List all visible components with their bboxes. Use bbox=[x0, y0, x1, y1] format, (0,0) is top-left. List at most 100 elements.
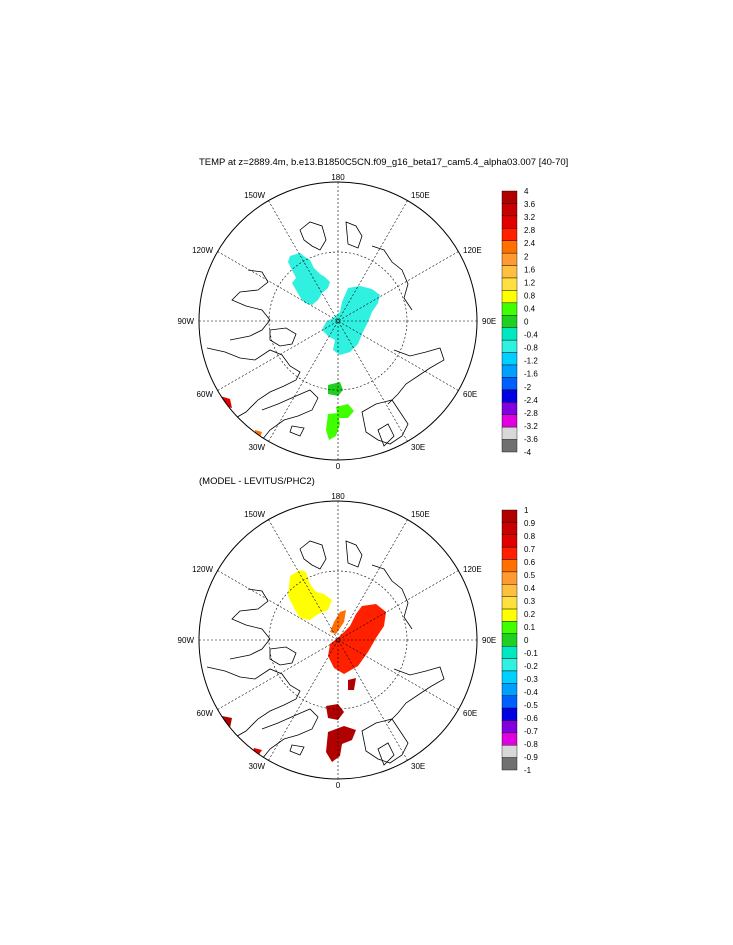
colorbar-label: 1.2 bbox=[524, 278, 536, 287]
label-30w-top: 30W bbox=[249, 443, 266, 452]
colorbar-swatch bbox=[501, 745, 518, 758]
colorbar-label: 0.4 bbox=[524, 584, 536, 593]
colorbar-swatch bbox=[501, 571, 518, 585]
colorbar-label: -2.4 bbox=[524, 396, 538, 405]
colorbar-label: 2 bbox=[524, 252, 529, 261]
label-30e-top: 30E bbox=[411, 443, 425, 452]
colorbar-label: 4 bbox=[524, 187, 529, 196]
colorbar-label: -0.4 bbox=[524, 688, 538, 697]
colorbar-label: 3.2 bbox=[524, 213, 536, 222]
label-120w-bottom: 120W bbox=[192, 565, 213, 574]
colorbar-label: 0.8 bbox=[524, 291, 536, 300]
colorbar-swatch bbox=[501, 252, 518, 266]
field-nordic-bottom bbox=[326, 726, 356, 762]
label-90w-top: 90W bbox=[178, 317, 195, 326]
colorbar-swatch bbox=[501, 645, 518, 659]
colorbar-label: 0 bbox=[524, 636, 529, 645]
figure-subtitle: (MODEL - LEVITUS/PHC2) bbox=[199, 476, 315, 487]
map-panel-top: 180 0 90W 90E 150W 120W 150E 120E 60W 30… bbox=[178, 173, 497, 471]
colorbar-label: -0.4 bbox=[524, 331, 538, 340]
colorbar-swatch bbox=[501, 732, 518, 746]
colorbar-label: -2 bbox=[524, 383, 532, 392]
colorbar-swatch bbox=[501, 426, 518, 440]
colorbar-label: 0.2 bbox=[524, 610, 536, 619]
colorbar-label: 0.7 bbox=[524, 545, 536, 554]
colorbar-label: -0.9 bbox=[524, 753, 538, 762]
colorbar-swatch bbox=[501, 658, 518, 672]
colorbar-swatch bbox=[501, 522, 518, 535]
label-120w-top: 120W bbox=[192, 246, 213, 255]
colorbar-label: -0.3 bbox=[524, 675, 538, 684]
colorbar-swatch bbox=[501, 608, 518, 622]
colorbar-label: 0.1 bbox=[524, 623, 536, 632]
field-nordic-2 bbox=[326, 413, 340, 440]
colorbar-swatch bbox=[501, 377, 518, 391]
label-60w-bottom: 60W bbox=[197, 709, 214, 718]
colorbar-label: -0.7 bbox=[524, 727, 538, 736]
colorbar-swatch bbox=[501, 670, 518, 684]
label-60e-top: 60E bbox=[463, 390, 477, 399]
label-150w-bottom: 150W bbox=[244, 510, 265, 519]
colorbar-label: 0 bbox=[524, 318, 529, 327]
colorbar-swatch bbox=[501, 215, 518, 229]
colorbar-label: -0.8 bbox=[524, 344, 538, 353]
colorbar-swatch bbox=[501, 414, 518, 428]
field-siberia-bottom bbox=[348, 678, 356, 690]
colorbar-label: -0.8 bbox=[524, 740, 538, 749]
colorbar-label: -1 bbox=[524, 766, 532, 775]
colorbar-swatch bbox=[501, 757, 518, 771]
colorbar-swatch bbox=[501, 327, 518, 341]
colorbar-label: 0.3 bbox=[524, 597, 536, 606]
label-150e-bottom: 150E bbox=[411, 510, 430, 519]
field-fram-bottom bbox=[326, 704, 344, 720]
label-180-top: 180 bbox=[331, 173, 345, 182]
graticule-bottom bbox=[199, 501, 477, 779]
label-60w-top: 60W bbox=[197, 390, 214, 399]
label-60e-bottom: 60E bbox=[463, 709, 477, 718]
colorbar-label: 0.6 bbox=[524, 558, 536, 567]
colorbar-label: -0.1 bbox=[524, 649, 538, 658]
colorbar-label: 1.6 bbox=[524, 265, 536, 274]
label-90w-bottom: 90W bbox=[178, 636, 195, 645]
colorbar-swatch bbox=[501, 683, 518, 696]
colorbar-label: 3.6 bbox=[524, 200, 536, 209]
label-0-top: 0 bbox=[336, 462, 341, 471]
colorbar-swatch bbox=[501, 389, 518, 403]
colorbar-label: -4 bbox=[524, 448, 532, 457]
colorbar-swatch bbox=[501, 695, 518, 709]
colorbar-swatch bbox=[501, 277, 518, 291]
field-canada-basin-bottom bbox=[288, 570, 332, 620]
label-30w-bottom: 30W bbox=[249, 762, 266, 771]
colorbar-label: 1 bbox=[524, 506, 529, 515]
label-150w-top: 150W bbox=[244, 191, 265, 200]
colorbar-swatch bbox=[501, 633, 518, 647]
colorbar-label: -3.2 bbox=[524, 422, 538, 431]
colorbar-label: 2.8 bbox=[524, 226, 536, 235]
label-120e-top: 120E bbox=[463, 246, 482, 255]
field-fram bbox=[328, 382, 343, 396]
label-30e-bottom: 30E bbox=[411, 762, 425, 771]
map-panel-bottom: 180 0 90W 90E 150W 120W 150E 120E 60W 30… bbox=[178, 492, 497, 790]
colorbar-swatch bbox=[501, 509, 518, 523]
colorbar-label: 0.5 bbox=[524, 571, 536, 580]
label-90e-top: 90E bbox=[482, 317, 496, 326]
colorbar-label: 0.8 bbox=[524, 532, 536, 541]
coastlines-top bbox=[206, 221, 445, 447]
colorbar-swatch bbox=[501, 707, 518, 721]
colorbar-swatch bbox=[501, 546, 518, 560]
colorbar-swatch bbox=[501, 352, 518, 366]
field-nordic-1 bbox=[336, 404, 354, 418]
graticule-top bbox=[199, 182, 477, 460]
colorbar-swatch bbox=[501, 290, 518, 304]
colorbar-swatch bbox=[501, 339, 518, 353]
colorbar-label: 2.4 bbox=[524, 239, 536, 248]
colorbar-label: -3.6 bbox=[524, 435, 538, 444]
colorbar-bottom: 1 0.9 0.8 0.7 0.6 0.5 0.4 0.3 0.2 0.1 0 -0.1 -0.2 -0.… bbox=[501, 506, 538, 775]
colorbar-swatch bbox=[501, 228, 518, 241]
label-180-bottom: 180 bbox=[331, 492, 345, 501]
colorbar-swatch bbox=[501, 596, 518, 610]
colorbar-swatch bbox=[501, 559, 518, 573]
label-90e-bottom: 90E bbox=[482, 636, 496, 645]
colorbar-top: 4 3.6 3.2 2.8 2.4 2 1.6 1.2 0.8 0.4 0 -0.4 -0.8 -1.2 -… bbox=[501, 187, 538, 457]
